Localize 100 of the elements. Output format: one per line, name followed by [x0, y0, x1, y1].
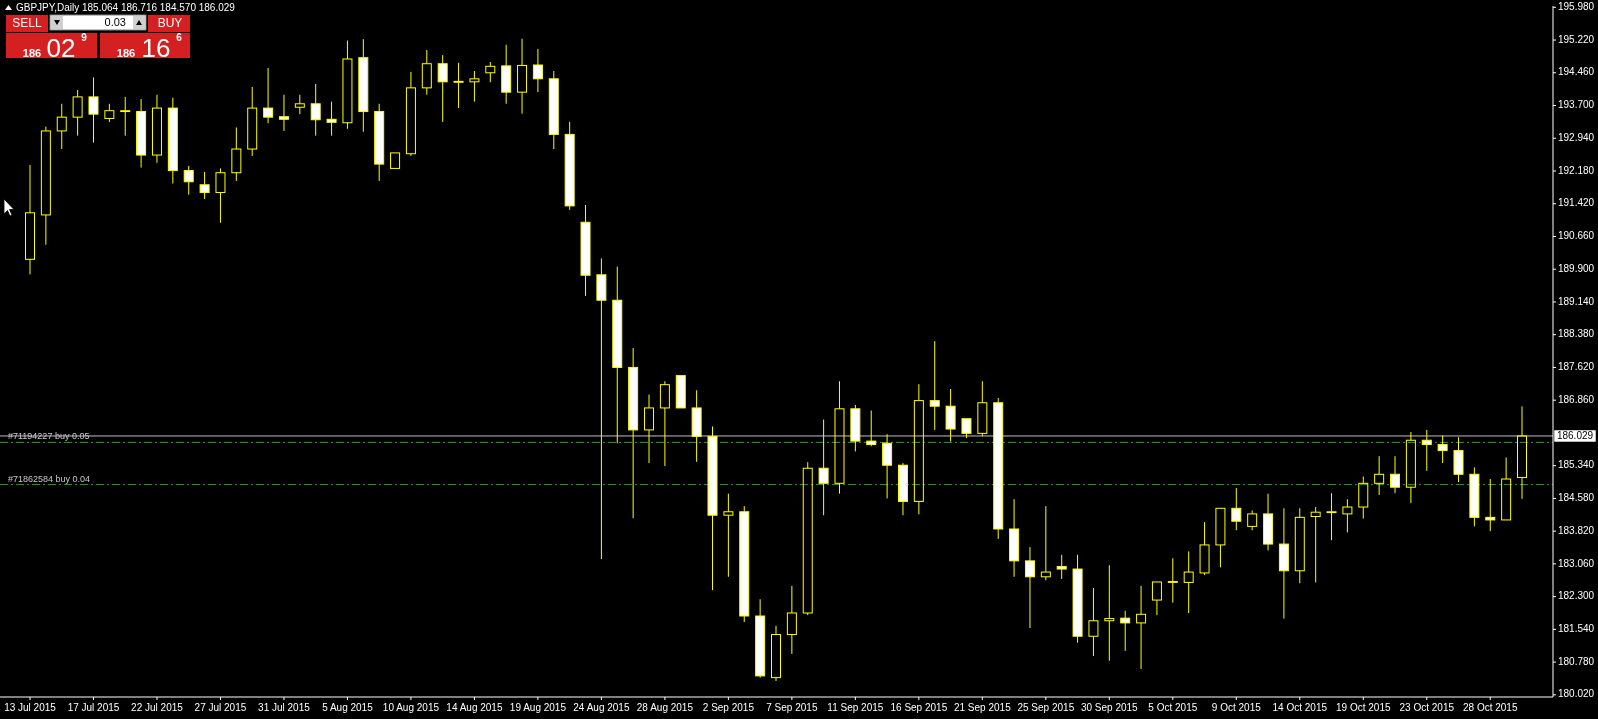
candlestick: [882, 433, 893, 499]
x-tick-label: 27 Jul 2015: [194, 702, 247, 713]
y-tick-label: 182.300: [1558, 590, 1595, 602]
annotation: 0.03: [104, 16, 126, 28]
candlestick: [596, 257, 607, 560]
candlestick: [1517, 405, 1527, 500]
y-tick-label: 184.580: [1558, 492, 1595, 504]
y-tick-label: 180.780: [1558, 655, 1595, 667]
ref-line-label: #71862584 buy 0.04: [8, 473, 91, 484]
candlestick: [485, 61, 496, 83]
candlestick: [501, 44, 512, 105]
y-tick-label: 193.700: [1558, 99, 1595, 111]
candlestick: [1104, 564, 1115, 662]
y-tick-label: 188.380: [1558, 328, 1595, 340]
candlestick: [818, 419, 829, 516]
candlestick: [25, 164, 35, 275]
x-tick-label: 5 Oct 2015: [1148, 702, 1198, 713]
candlestick: [231, 126, 242, 182]
candlestick: [1183, 550, 1194, 614]
x-tick-label: 31 Jul 2015: [258, 702, 311, 713]
y-tick-label: 189.140: [1558, 295, 1595, 307]
annotation: BUY: [157, 16, 183, 30]
candlestick: [390, 152, 401, 169]
x-tick-label: 22 Jul 2015: [131, 702, 184, 713]
candlestick: [342, 39, 353, 130]
x-tick-label: 5 Aug 2015: [322, 702, 374, 713]
ref-line-label: 186.029: [1556, 429, 1594, 441]
annotation: 186: [22, 47, 42, 59]
candlestick: [1294, 507, 1305, 584]
candlestick: [199, 171, 210, 200]
candlestick: [1326, 492, 1337, 541]
x-tick-label: 19 Aug 2015: [509, 702, 567, 713]
y-tick-label: 189.900: [1558, 262, 1595, 274]
x-tick-label: 24 Aug 2015: [573, 702, 630, 713]
candlestick: [1072, 554, 1083, 644]
annotation: 02: [46, 33, 76, 63]
x-tick-label: 17 Jul 2015: [67, 702, 120, 713]
annotation: 6: [176, 32, 183, 43]
chart-title: GBPJPY,Daily 185.064 186.716 184.570 186.029: [16, 2, 236, 13]
x-tick-label: 28 Oct 2015: [1463, 702, 1518, 713]
x-tick-label: 2 Sep 2015: [702, 702, 755, 713]
candlestick: [1358, 475, 1369, 520]
candlestick: [517, 38, 528, 115]
candlestick: [263, 67, 274, 124]
candlestick: [1215, 507, 1226, 568]
y-tick-label: 181.540: [1558, 623, 1595, 635]
candlestick: [723, 493, 734, 578]
candlestick: [278, 94, 289, 132]
x-tick-label: 28 Aug 2015: [636, 702, 694, 713]
candlestick: [929, 340, 940, 431]
candlestick: [1167, 557, 1178, 604]
candlestick: [659, 380, 670, 467]
candlestick: [834, 380, 845, 495]
candlestick: [40, 126, 51, 246]
candlestick: [755, 598, 766, 679]
candlestick: [1310, 506, 1321, 583]
candlestick: [897, 462, 908, 516]
candlestick: [786, 585, 797, 655]
candlestick: [405, 71, 416, 157]
y-tick-label: 191.420: [1558, 197, 1595, 209]
candlestick: [1009, 498, 1020, 578]
candlestick: [628, 347, 639, 519]
candlestick: [945, 388, 956, 443]
y-tick-label: 186.860: [1558, 393, 1595, 405]
x-tick-label: 30 Sep 2015: [1080, 702, 1139, 713]
candlestick: [1390, 455, 1401, 494]
candlestick: [1405, 431, 1416, 504]
candlestick: [358, 38, 369, 133]
y-tick-label: 195.220: [1558, 33, 1595, 45]
y-tick-label: 190.660: [1558, 230, 1595, 242]
x-tick-label: 21 Sep 2015: [953, 702, 1012, 713]
y-tick-label: 195.980: [1558, 0, 1595, 12]
x-tick-label: 13 Jul 2015: [4, 702, 57, 713]
candlestick: [1374, 455, 1385, 496]
candlestick: [215, 167, 226, 224]
y-tick-label: 185.340: [1558, 459, 1595, 471]
candlestick: [1263, 493, 1274, 552]
x-tick-label: 16 Sep 2015: [890, 702, 948, 713]
x-tick-label: 14 Oct 2015: [1272, 702, 1328, 713]
y-tick-label: 192.180: [1558, 164, 1595, 176]
candlestick: [136, 98, 147, 169]
candlestick: [1421, 429, 1432, 472]
candlestick: [580, 204, 591, 297]
candlestick: [707, 425, 718, 591]
x-tick-label: 23 Oct 2015: [1399, 702, 1455, 713]
candlestick: [310, 83, 321, 137]
x-tick-label: 19 Oct 2015: [1336, 702, 1391, 713]
candlestick: [1040, 505, 1051, 581]
y-tick-label: 180.020: [1558, 688, 1595, 700]
x-tick-label: 9 Oct 2015: [1211, 702, 1262, 713]
ref-line-label: #71194227 buy 0.05: [8, 431, 90, 442]
candlestick: [612, 266, 623, 444]
x-tick-label: 7 Sep 2015: [766, 702, 818, 713]
candlestick: [675, 375, 686, 409]
x-tick-label: 10 Aug 2015: [382, 702, 440, 713]
candlestick: [913, 383, 924, 515]
candlestick: [453, 62, 464, 109]
y-tick-label: 183.060: [1558, 557, 1595, 569]
candlestick: [1024, 546, 1035, 629]
x-tick-label: 11 Sep 2015: [827, 702, 884, 713]
